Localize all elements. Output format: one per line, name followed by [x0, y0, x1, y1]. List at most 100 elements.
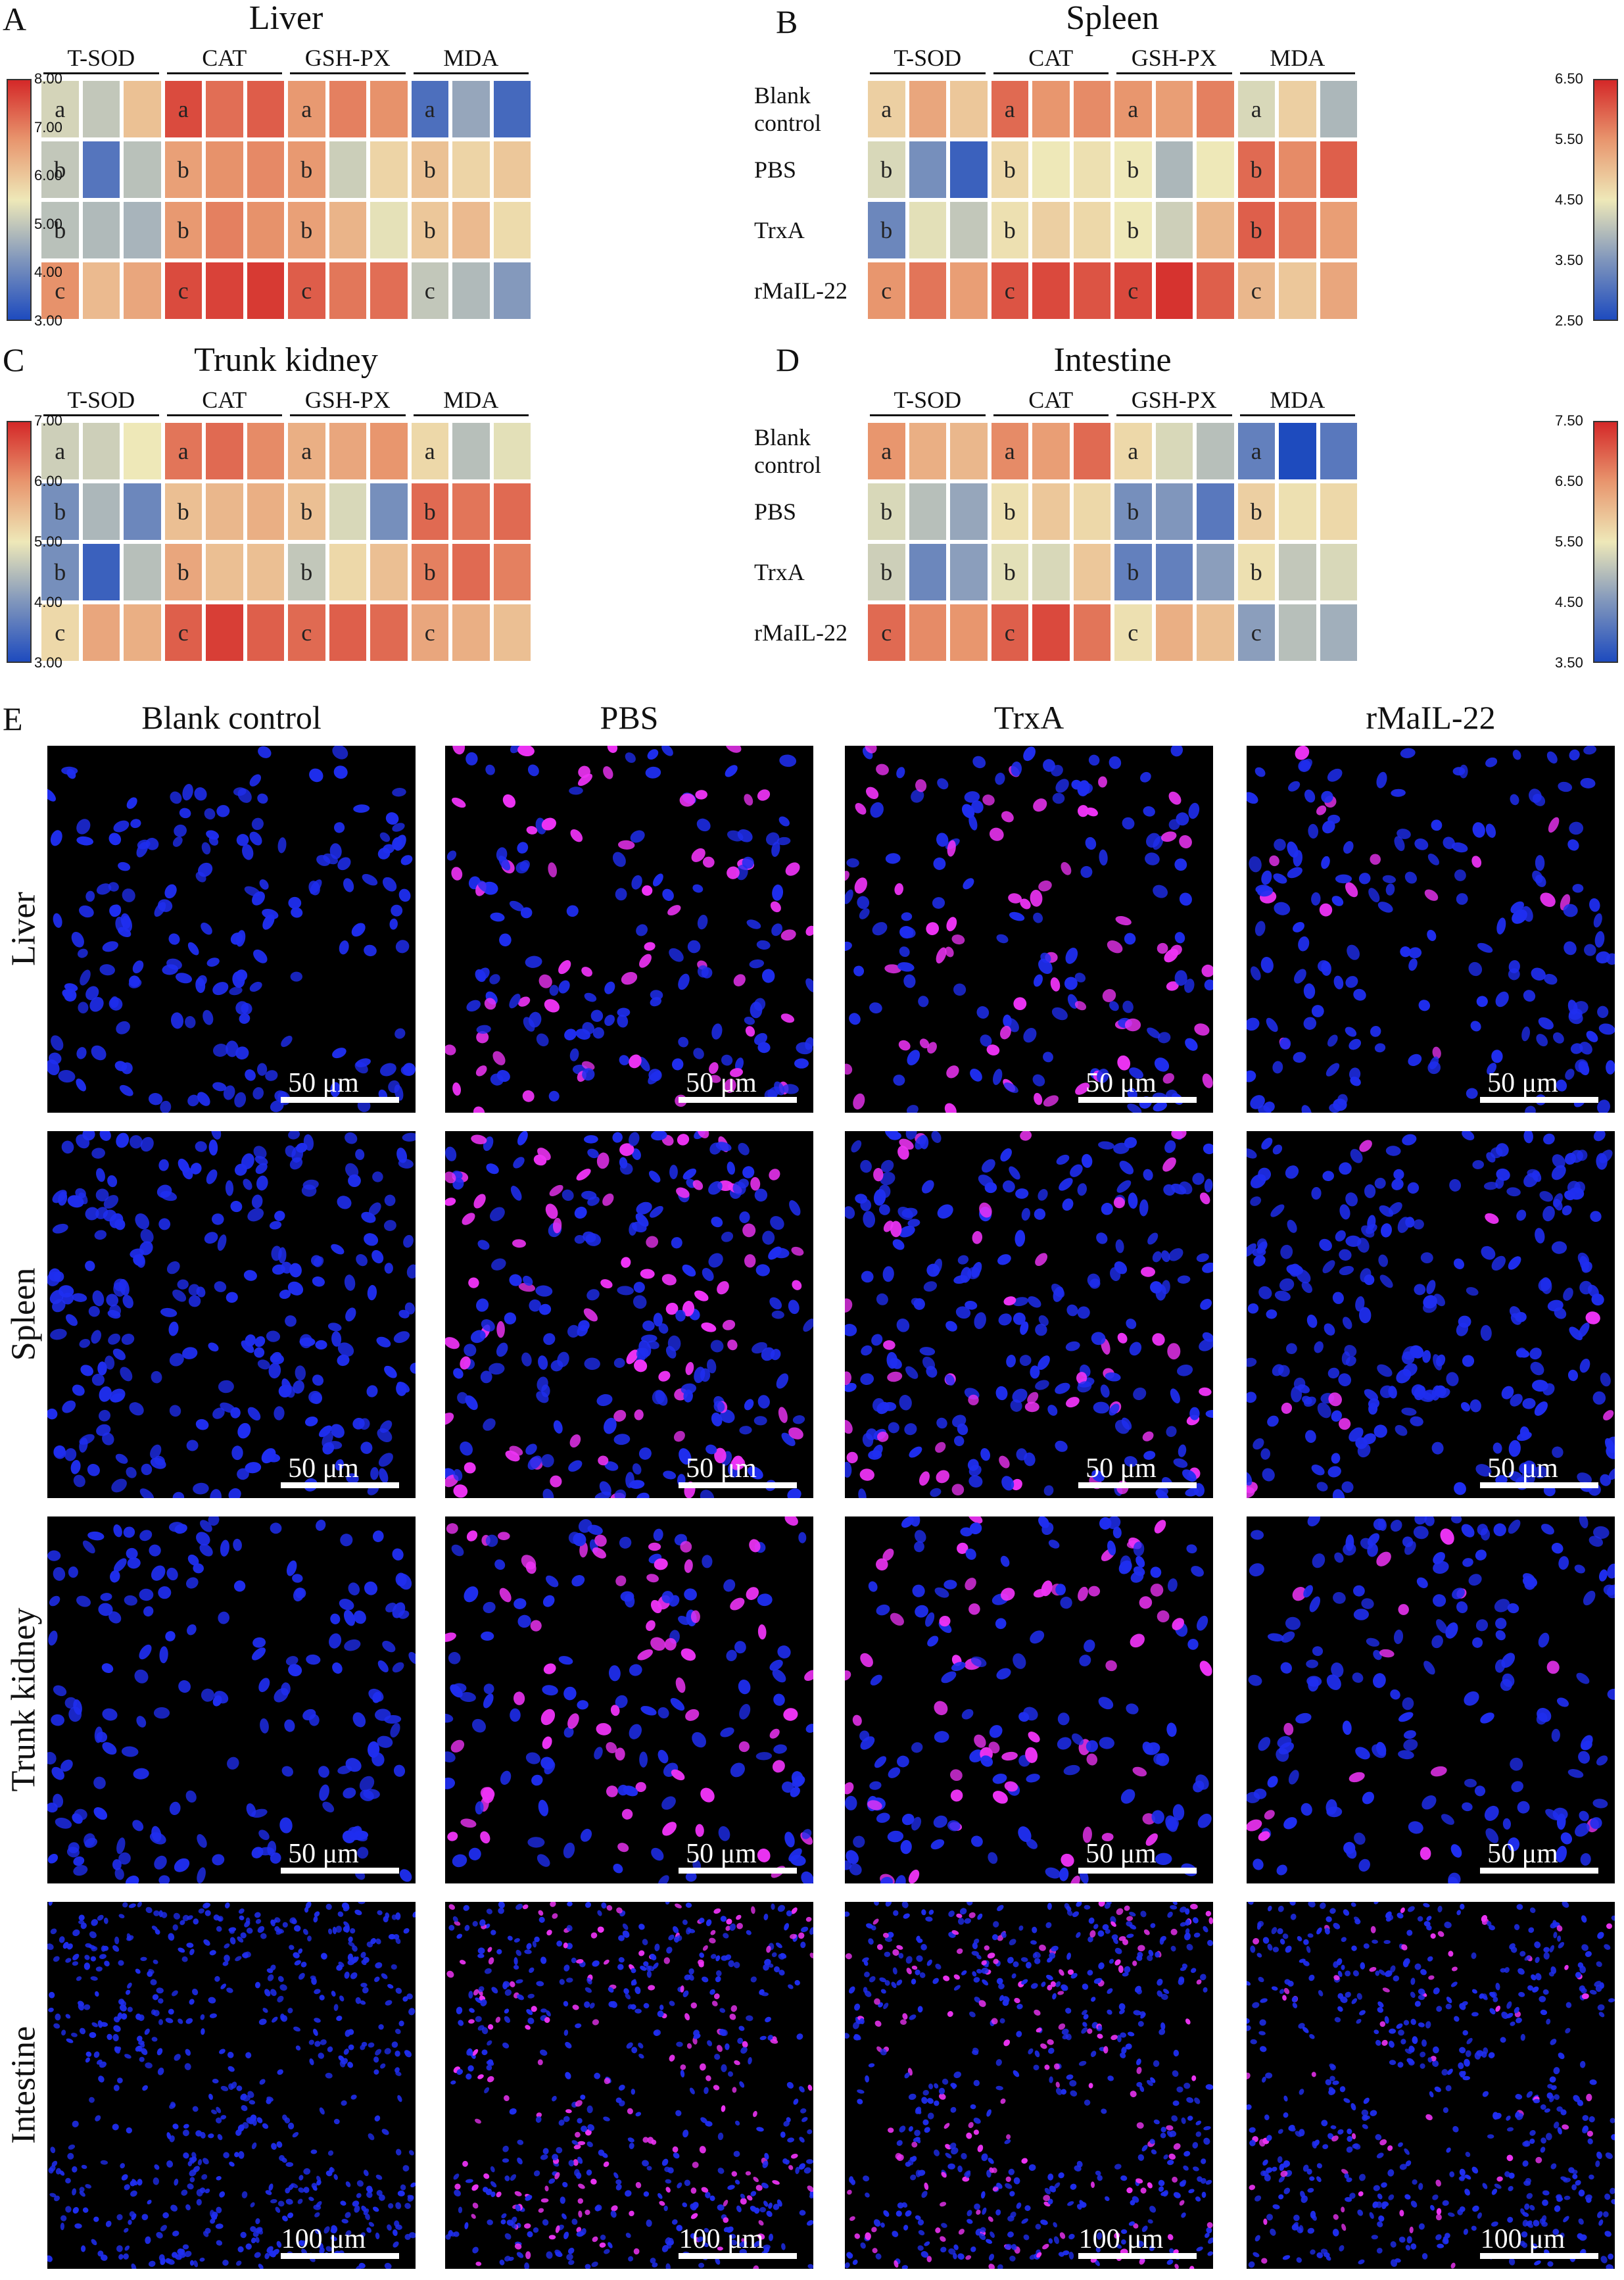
nucleus	[1524, 2203, 1530, 2210]
nucleus	[153, 2010, 160, 2017]
nucleus	[1556, 1813, 1566, 1830]
nucleus	[1176, 2086, 1183, 2093]
nucleus	[333, 2174, 338, 2180]
nucleus	[353, 804, 370, 813]
nucleus	[1496, 1143, 1509, 1157]
nucleus	[262, 2008, 268, 2013]
nucleus	[1364, 1389, 1379, 1401]
nucleus	[734, 1641, 746, 1654]
nucleus	[964, 1918, 971, 1924]
heatmap-cell	[450, 481, 492, 542]
nucleus	[1043, 1485, 1054, 1496]
nucleus	[1343, 841, 1354, 854]
nucleus	[87, 1531, 105, 1541]
nucleus	[1445, 1622, 1458, 1639]
nucleus	[807, 2084, 813, 2091]
nucleus	[1410, 2018, 1416, 2025]
nucleus	[1519, 1951, 1526, 1957]
heatmap-cell	[907, 421, 948, 481]
nucleus	[1097, 2025, 1103, 2031]
nucleus	[322, 1431, 333, 1447]
nucleus	[610, 2210, 617, 2218]
nucleus	[186, 1942, 194, 1948]
nucleus	[491, 1258, 506, 1271]
group-label-line: Blank	[754, 82, 811, 109]
nucleus	[690, 2233, 696, 2239]
nucleus	[208, 1516, 220, 1526]
nucleus	[122, 1902, 128, 1908]
nucleus	[228, 1488, 241, 1498]
nucleus	[1195, 2131, 1202, 2137]
nucleus	[197, 2159, 203, 2166]
nucleus	[1270, 1204, 1285, 1217]
nucleus	[1536, 1034, 1548, 1047]
nucleus	[1597, 2004, 1605, 2011]
nucleus	[673, 1936, 679, 1943]
nucleus	[953, 1974, 960, 1980]
nucleus	[1095, 2170, 1101, 2176]
nucleus	[600, 1279, 613, 1289]
nucleus	[746, 1587, 759, 1600]
nucleus	[709, 2195, 715, 2201]
nucleus	[1298, 760, 1311, 772]
nucleus	[1406, 2058, 1414, 2064]
nucleus	[274, 1406, 285, 1420]
nucleus	[1129, 1342, 1142, 1356]
heatmap-cell	[204, 139, 245, 200]
nucleus	[914, 1541, 924, 1553]
nucleus	[1578, 2218, 1584, 2225]
nucleus	[981, 1960, 987, 1966]
heatmap-cell	[907, 542, 948, 602]
nucleus	[193, 1482, 209, 1495]
nucleus	[868, 2063, 875, 2068]
colorbar	[1593, 421, 1618, 663]
nucleus	[624, 1593, 635, 1608]
nucleus	[1040, 952, 1051, 963]
nucleus	[531, 2006, 537, 2012]
heatmap-cell	[368, 481, 410, 542]
nucleus	[332, 1048, 346, 1059]
nucleus	[1208, 2237, 1213, 2244]
nucleus	[1013, 2177, 1020, 2185]
scale-bar	[1480, 1097, 1598, 1103]
nucleus	[1326, 1674, 1341, 1690]
nucleus	[1109, 1001, 1119, 1011]
nucleus	[254, 1336, 266, 1347]
nucleus	[145, 838, 159, 850]
nucleus	[525, 956, 542, 968]
nucleus	[1404, 2194, 1411, 2200]
nucleus	[331, 1331, 342, 1347]
nucleus	[332, 746, 348, 760]
nucleus	[615, 1575, 627, 1586]
significance-letter: b	[423, 559, 436, 585]
nucleus	[206, 830, 220, 840]
nucleus	[1606, 1060, 1615, 1075]
nucleus	[1521, 2242, 1528, 2248]
colorbar-tick-label: 7.00	[34, 118, 62, 135]
nucleus	[445, 1713, 454, 1723]
nucleus	[531, 1774, 543, 1786]
nucleus	[854, 2233, 861, 2239]
nucleus	[85, 1261, 95, 1271]
nucleus	[989, 827, 1004, 841]
heatmap-cell: c	[39, 260, 81, 321]
nucleus	[922, 2089, 929, 2096]
nucleus	[179, 808, 191, 819]
nucleus	[501, 2213, 507, 2219]
nucleus	[471, 2214, 476, 2219]
group-label: rMaIL-22	[754, 277, 848, 304]
nucleus	[517, 1994, 524, 2001]
nucleus	[677, 1134, 690, 1146]
nucleus	[965, 1578, 976, 1591]
nucleus	[51, 1766, 64, 1780]
nucleus	[285, 1315, 297, 1327]
nucleus	[1551, 1728, 1560, 1742]
nucleus	[1333, 1591, 1346, 1604]
nucleus	[1333, 1922, 1341, 1929]
metric-label: T-SOD	[894, 387, 962, 413]
nucleus	[1168, 2153, 1176, 2160]
nucleus	[484, 998, 496, 1010]
nucleus	[604, 2248, 610, 2254]
nucleus	[1507, 1837, 1520, 1852]
nucleus	[1378, 2215, 1385, 2222]
